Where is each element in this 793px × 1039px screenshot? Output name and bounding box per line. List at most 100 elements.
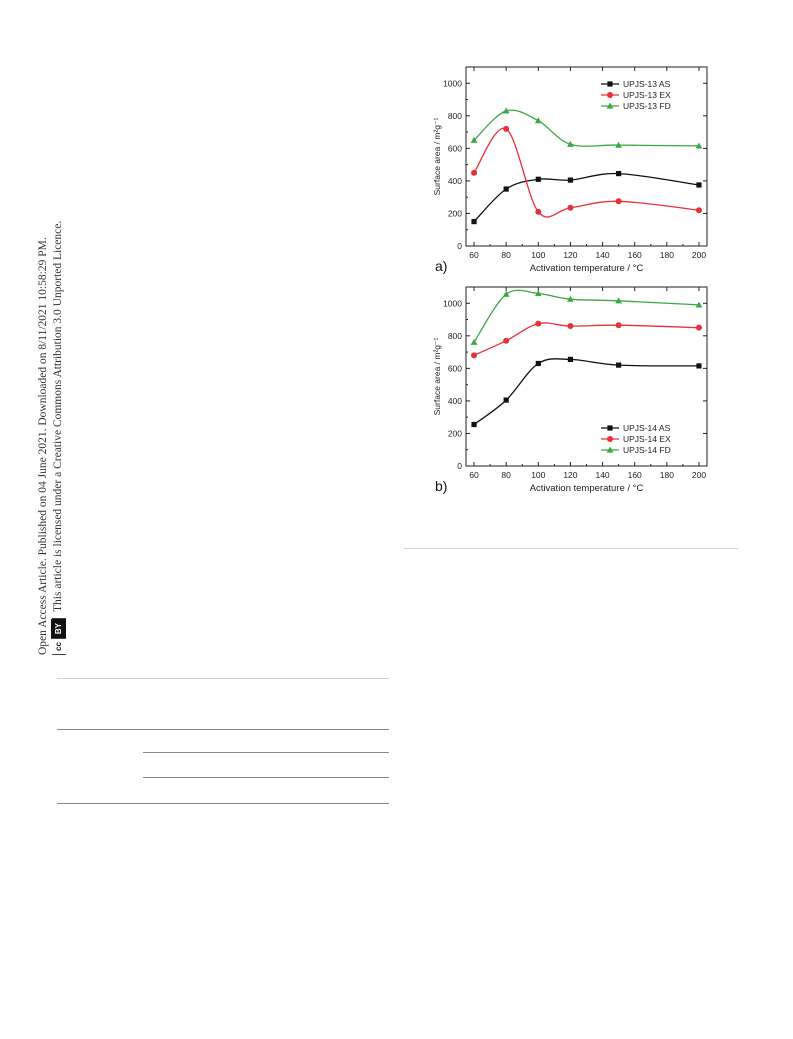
data-point [471, 421, 477, 428]
data-point [695, 324, 702, 331]
x-tick-label: 120 [563, 250, 577, 260]
data-point [567, 295, 574, 302]
x-tick-label: 60 [469, 250, 479, 260]
right-column-rule [404, 548, 738, 549]
data-point [615, 198, 622, 205]
y-axis-label: Surface area / m²g⁻¹ [432, 337, 442, 415]
legend-marker [606, 102, 614, 109]
data-point [695, 301, 703, 308]
data-point [695, 142, 703, 149]
legend-entry: UPJS-14 FD [623, 445, 671, 455]
data-point [696, 363, 702, 369]
x-tick-label: 200 [692, 470, 706, 480]
y-axis-label: Surface area / m²g⁻¹ [432, 117, 442, 195]
y-tick-label: 1000 [443, 298, 462, 308]
plot-frame [465, 66, 708, 247]
data-point [616, 170, 622, 177]
series-circle [471, 125, 702, 218]
x-tick-label: 60 [469, 470, 479, 480]
data-point [471, 218, 477, 225]
chart-panel-2: 60 80 100 120 140 160 180 200 0 200 400 600 800 1000 A… [432, 286, 708, 494]
data-point [696, 182, 702, 188]
data-point [535, 360, 541, 367]
legend-entry: UPJS-13 AS [623, 79, 671, 89]
y-tick-label: 800 [448, 111, 462, 121]
data-point [535, 176, 541, 182]
x-tick-label: 140 [595, 250, 609, 260]
data-point [534, 290, 542, 297]
table-row-rule-2 [143, 777, 389, 778]
legend-marker [607, 81, 613, 87]
legend-entry: UPJS-13 EX [623, 90, 671, 100]
data-point [470, 136, 478, 143]
data-point [616, 362, 622, 368]
data-point [535, 320, 542, 327]
data-point [502, 290, 510, 297]
panel-label: b) [435, 478, 447, 494]
data-point [534, 117, 542, 124]
x-tick-label: 80 [501, 250, 511, 260]
x-tick-label: 160 [628, 250, 642, 260]
x-tick-label: 180 [660, 470, 674, 480]
table-top-rule [57, 678, 389, 679]
series-circle [471, 320, 702, 359]
y-tick-label: 200 [448, 428, 462, 438]
x-tick-label: 180 [660, 250, 674, 260]
series-square [471, 170, 702, 225]
data-point [535, 208, 542, 215]
y-tick-label: 800 [448, 331, 462, 341]
x-tick-label: 120 [563, 470, 577, 480]
series-triangle [470, 107, 703, 149]
legend-marker [607, 92, 613, 98]
x-tick-label: 80 [501, 470, 511, 480]
data-point [695, 207, 702, 214]
data-point [567, 140, 574, 147]
y-tick-label: 0 [457, 461, 462, 471]
series-line [473, 289, 700, 343]
data-point [470, 338, 478, 345]
data-point [471, 352, 478, 359]
plot-frame [465, 286, 708, 467]
x-tick-label: 200 [692, 250, 706, 260]
data-point [567, 204, 574, 211]
table-bottom-rule [57, 803, 389, 804]
table-header-rule [57, 729, 389, 730]
data-point [567, 177, 574, 183]
data-point [615, 141, 623, 148]
legend-marker [607, 425, 613, 431]
table-row-rule-1 [143, 752, 389, 753]
x-tick-label: 100 [531, 250, 545, 260]
x-tick-label: 160 [628, 470, 642, 480]
data-point [471, 169, 478, 176]
legend-entry: UPJS-13 FD [623, 101, 671, 111]
panel-label: a) [435, 258, 447, 274]
data-point [615, 322, 622, 329]
y-tick-label: 0 [457, 241, 462, 251]
x-axis-label: Activation temperature / °C [530, 263, 644, 274]
data-point [615, 297, 623, 304]
chart-panel-1: 60 80 100 120 140 160 180 200 0 200 400 600 800 1000 A… [432, 66, 708, 274]
series-line [473, 172, 700, 223]
legend-marker [607, 436, 613, 442]
x-axis-label: Activation temperature / °C [530, 483, 644, 494]
data-point [503, 125, 510, 132]
data-point [567, 323, 574, 330]
data-point [503, 337, 510, 344]
x-tick-label: 140 [595, 470, 609, 480]
series-square [471, 356, 702, 428]
series-line [473, 127, 700, 218]
legend-entry: UPJS-14 AS [623, 423, 671, 433]
data-point [503, 397, 509, 403]
y-tick-label: 600 [448, 143, 462, 153]
y-tick-label: 400 [448, 396, 462, 406]
y-tick-label: 1000 [443, 78, 462, 88]
data-point [502, 107, 510, 114]
legend-marker [606, 446, 614, 453]
series-line [473, 358, 700, 426]
x-tick-label: 100 [531, 470, 545, 480]
legend-entry: UPJS-14 EX [623, 434, 671, 444]
y-tick-label: 400 [448, 176, 462, 186]
series-triangle [470, 289, 703, 345]
data-point [567, 356, 574, 363]
